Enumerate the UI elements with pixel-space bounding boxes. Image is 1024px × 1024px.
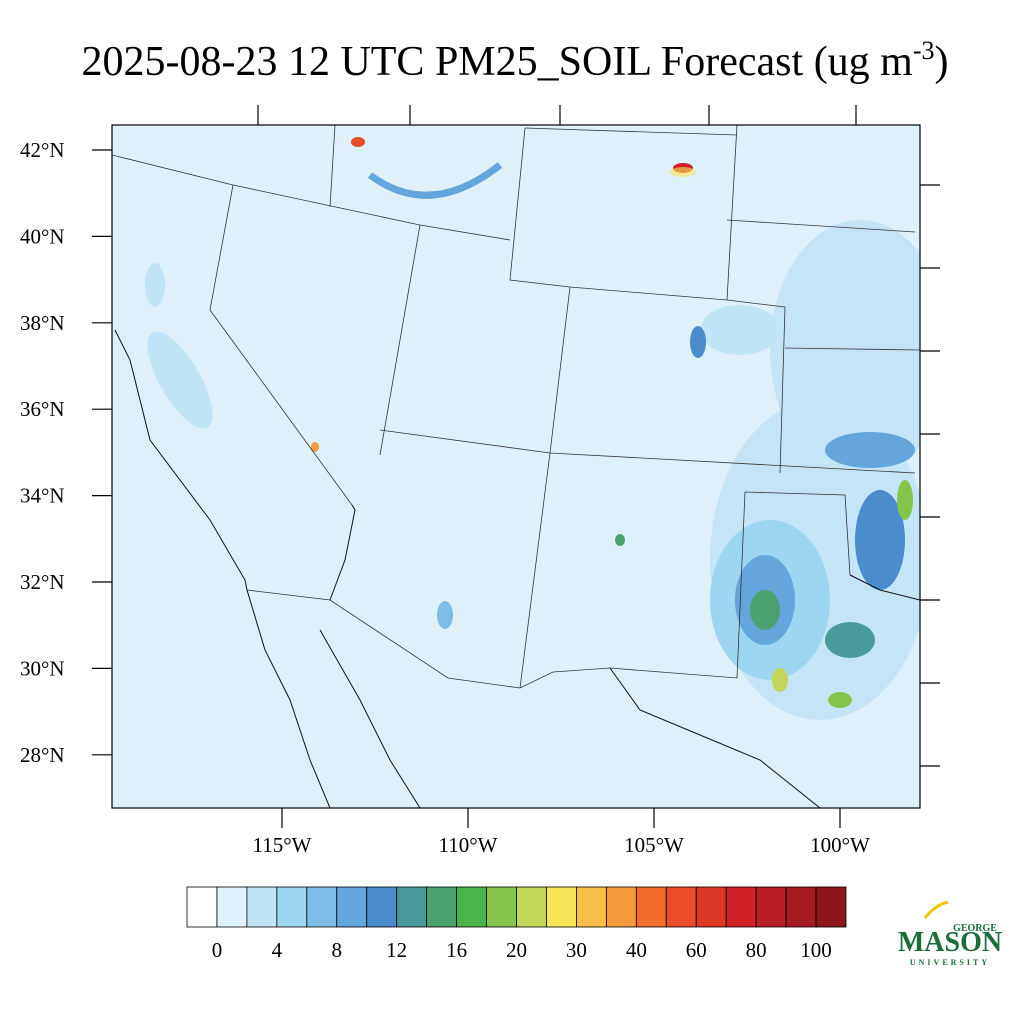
title-superscript: -3 [913, 36, 935, 65]
lat-labels: 42°N 40°N 38°N 36°N 34°N 32°N 30°N 28°N [20, 138, 112, 767]
colorbar-label: 40 [626, 938, 647, 962]
lat-label: 28°N [20, 743, 65, 767]
colorbar-box [755, 886, 787, 928]
logo-top: GEORGE [953, 923, 997, 934]
logo: GEORGE MASON UNIVERSITY [898, 900, 1002, 967]
field [145, 137, 920, 720]
logo-bottom: UNIVERSITY [910, 958, 990, 967]
colorbar-box [605, 886, 637, 928]
colorbar-box [306, 886, 338, 928]
colorbar-box [276, 886, 308, 928]
map-frame [111, 124, 921, 809]
lat-label: 38°N [20, 311, 65, 335]
colorbar-label: 0 [212, 938, 223, 962]
title-text: 2025-08-23 12 UTC PM25_SOIL Forecast (ug… [81, 39, 913, 85]
colorbar-box [635, 886, 667, 928]
colorbar-label: 30 [566, 938, 587, 962]
colorbar-box [216, 886, 248, 928]
colorbar-box [486, 886, 517, 928]
colorbar-box [186, 886, 218, 928]
colorbar-label: 20 [506, 938, 527, 962]
lat-label: 40°N [20, 224, 65, 248]
lat-label: 34°N [20, 484, 65, 508]
colorbar-box [665, 886, 697, 928]
colorbar-box [576, 886, 607, 928]
colorbar-box [456, 886, 487, 928]
colorbar-box [516, 886, 547, 928]
map: 42°N40°N38°N36°N34°N32°N30°N28°N 115°W 11… [20, 105, 940, 857]
colorbar: 0 4 8 12 16 20 30 40 60 80 100 [186, 886, 847, 962]
lon-label: 100°W [810, 833, 870, 857]
colorbar-box [785, 886, 817, 928]
colorbar-label: 12 [386, 938, 407, 962]
colorbar-box [815, 886, 847, 928]
colorbar-box [366, 886, 398, 928]
colorbar-box [426, 886, 457, 928]
logo-main: MASON [898, 927, 1002, 958]
colorbar-label: 80 [746, 938, 767, 962]
colorbar-box [396, 886, 428, 928]
colorbar-box [246, 886, 278, 928]
colorbar-label: 16 [446, 938, 467, 962]
colorbar-box [695, 886, 727, 928]
colorbar-label: 4 [272, 938, 283, 962]
title: 2025-08-23 12 UTC PM25_SOIL Forecast (ug… [81, 36, 948, 85]
lon-label: 115°W [253, 833, 312, 857]
frame-ticks [257, 105, 940, 767]
colorbar-label: 100 [800, 938, 832, 962]
lat-label: 32°N [20, 570, 65, 594]
colorbar-box [336, 886, 368, 928]
lon-labels: 115°W 110°W 105°W 100°W [253, 808, 870, 857]
title-end: ) [935, 39, 949, 85]
colorbar-box [725, 886, 757, 928]
colorbar-label: 60 [686, 938, 707, 962]
colorbar-box [546, 886, 577, 928]
lon-label: 110°W [439, 833, 498, 857]
lat-label: 30°N [20, 656, 65, 680]
lat-label: 42°N [20, 138, 65, 162]
lon-label: 105°W [624, 833, 684, 857]
lat-label: 36°N [20, 397, 65, 421]
colorbar-label: 8 [332, 938, 343, 962]
boundaries [112, 125, 920, 808]
